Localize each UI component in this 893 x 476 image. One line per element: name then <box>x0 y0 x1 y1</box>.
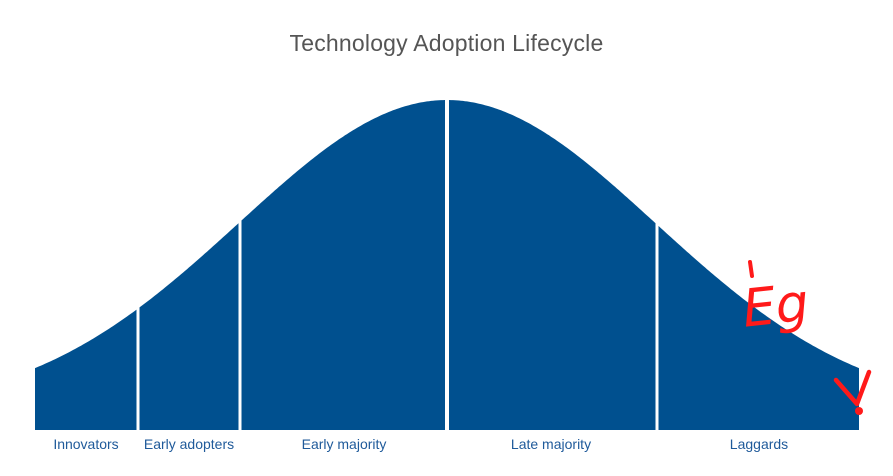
annotation-tick-mark <box>748 260 754 278</box>
segment-label-laggards: Laggards <box>729 436 789 452</box>
segment-dividers <box>136 94 659 432</box>
segment-label-early-adopters: Early adopters <box>143 436 235 452</box>
diagram-title: Technology Adoption Lifecycle <box>289 30 604 56</box>
segment-label-innovators: Innovators <box>53 436 119 452</box>
segment-label-early-majority: Early majority <box>301 436 387 452</box>
annotation-text: Eg <box>740 273 812 340</box>
segment-label-late-majority: Late majority <box>510 436 592 452</box>
arrow-down-icon <box>833 369 872 415</box>
handwritten-annotation: Eg <box>740 260 872 415</box>
